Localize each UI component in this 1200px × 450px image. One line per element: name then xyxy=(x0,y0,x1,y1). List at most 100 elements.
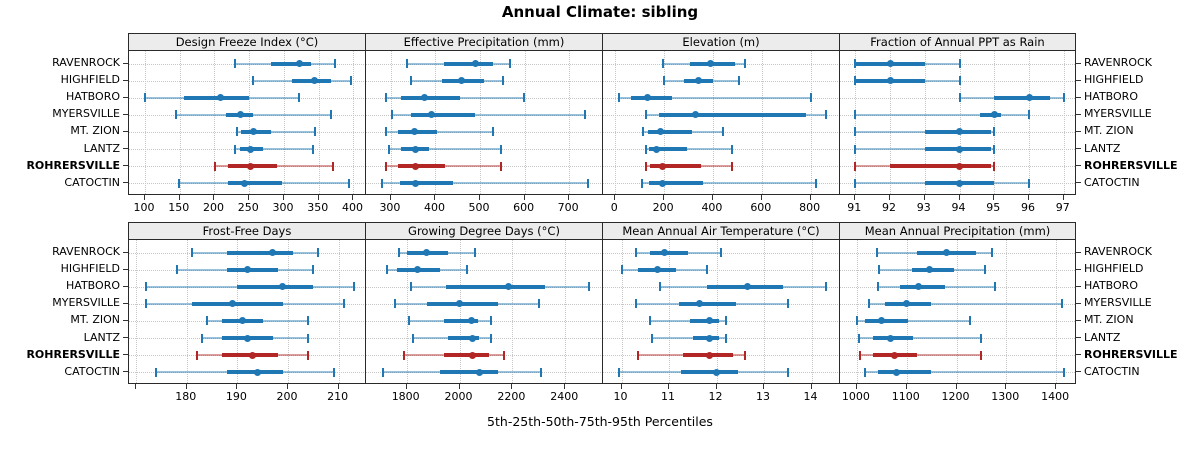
whisker-cap-5th xyxy=(877,282,880,292)
whisker-cap-5th xyxy=(235,127,238,137)
gridline-vertical xyxy=(621,240,623,383)
whisker-cap-95th xyxy=(722,127,725,137)
whisker-cap-5th xyxy=(214,161,217,171)
median-dot xyxy=(311,77,319,85)
gridline-vertical xyxy=(390,51,392,194)
whisker-cap-95th xyxy=(342,299,345,309)
axis-tick-label: 300 xyxy=(379,201,401,214)
axis-tick xyxy=(434,195,436,200)
gridline-vertical xyxy=(712,51,714,194)
axis-tick xyxy=(523,195,525,200)
box-25th-75th xyxy=(678,301,736,306)
median-dot xyxy=(705,351,713,359)
whisker-cap-95th xyxy=(317,248,320,257)
whisker-cap-5th xyxy=(381,367,384,377)
box-25th-75th xyxy=(446,284,546,289)
whisker-cap-5th xyxy=(405,59,408,68)
axis-tick xyxy=(663,195,665,200)
whisker-cap-5th xyxy=(958,93,961,103)
median-dot xyxy=(469,334,477,342)
box-25th-75th xyxy=(227,267,278,272)
row-label-left-highfield: HIGHFIELD xyxy=(60,262,120,276)
axis-tick xyxy=(178,195,180,200)
axis-tick-label: 2000 xyxy=(444,390,473,403)
gridline-vertical xyxy=(480,51,482,194)
whisker-cap-95th xyxy=(1061,299,1064,309)
axis-tick-label: 1200 xyxy=(941,390,970,403)
median-dot xyxy=(472,60,480,67)
whisker-cap-95th xyxy=(809,93,812,103)
whisker-cap-5th xyxy=(863,367,866,377)
whisker-cap-95th xyxy=(706,265,708,275)
axis-tick-label: 11 xyxy=(661,390,676,403)
axis-tick xyxy=(955,384,957,389)
median-dot xyxy=(467,317,475,325)
row-tick-right xyxy=(1076,79,1081,81)
whisker-cap-95th xyxy=(1062,93,1065,103)
axis-tick-label: 600 xyxy=(513,201,535,214)
median-dot xyxy=(475,368,483,376)
row-tick-right xyxy=(1076,319,1081,321)
whisker-cap-95th xyxy=(474,248,477,257)
gridline-vertical xyxy=(353,51,355,194)
whisker-cap-95th xyxy=(991,248,994,257)
whisker-cap-95th xyxy=(330,110,333,120)
axis-tick xyxy=(143,195,145,200)
axis-tick xyxy=(855,384,857,389)
whisker-5th-95th xyxy=(864,371,1064,374)
axis-tick-label: 600 xyxy=(750,201,772,214)
whisker-5th-95th xyxy=(176,113,332,116)
gridline-vertical xyxy=(1029,51,1031,194)
axis-tick xyxy=(905,384,907,389)
whisker-5th-95th xyxy=(869,302,1063,305)
median-dot xyxy=(691,111,699,119)
row-label-right-lantz: LANTZ xyxy=(1084,141,1121,155)
box-25th-75th xyxy=(692,336,719,340)
whisker-cap-5th xyxy=(393,299,396,309)
gridline-horizontal xyxy=(366,97,602,99)
gridline-vertical xyxy=(186,240,188,383)
whisker-cap-95th xyxy=(980,333,983,343)
median-dot xyxy=(504,283,512,291)
row-tick-left xyxy=(123,337,128,338)
whisker-cap-95th xyxy=(537,299,540,309)
gridline-vertical xyxy=(512,240,514,383)
whisker-cap-5th xyxy=(388,144,391,154)
row-tick-left xyxy=(123,148,128,149)
whisker-cap-5th xyxy=(651,333,654,343)
gridline-horizontal xyxy=(840,286,1075,288)
gridline-vertical xyxy=(569,51,571,194)
whisker-cap-5th xyxy=(634,248,637,257)
axis-tick xyxy=(511,384,513,389)
median-dot xyxy=(659,162,667,170)
whisker-cap-5th xyxy=(384,127,387,137)
box-25th-75th xyxy=(228,181,282,186)
whisker-cap-5th xyxy=(409,282,412,292)
median-dot xyxy=(660,249,668,256)
whisker-cap-95th xyxy=(725,333,727,343)
whisker-cap-5th xyxy=(408,316,411,326)
whisker-5th-95th xyxy=(650,319,726,322)
axis-tick-label: 12 xyxy=(708,390,723,403)
whisker-5th-95th xyxy=(235,148,314,150)
whisker-cap-95th xyxy=(1062,367,1065,377)
whisker-5th-95th xyxy=(382,182,588,185)
axis-tick-label: 1300 xyxy=(991,390,1020,403)
gridline-vertical xyxy=(956,240,958,383)
gridline-vertical xyxy=(669,240,671,383)
row-label-left-hatboro: HATBORO xyxy=(66,90,120,104)
whisker-cap-95th xyxy=(731,144,733,154)
row-label-right-highfield: HIGHFIELD xyxy=(1084,262,1144,276)
gridline-vertical xyxy=(994,51,996,194)
whisker-cap-5th xyxy=(854,178,857,188)
median-dot xyxy=(238,317,246,325)
gridline-horizontal xyxy=(840,372,1075,374)
axis-tick-label: 300 xyxy=(272,201,294,214)
whisker-cap-5th xyxy=(618,367,621,377)
axis-tick-label: 190 xyxy=(225,390,247,403)
row-tick-right xyxy=(1076,354,1081,356)
box-25th-75th xyxy=(649,147,687,151)
panel-fraction-of-annual-ppt-as-rain xyxy=(839,50,1076,195)
row-tick-right xyxy=(1076,182,1081,184)
box-25th-75th xyxy=(864,318,908,323)
